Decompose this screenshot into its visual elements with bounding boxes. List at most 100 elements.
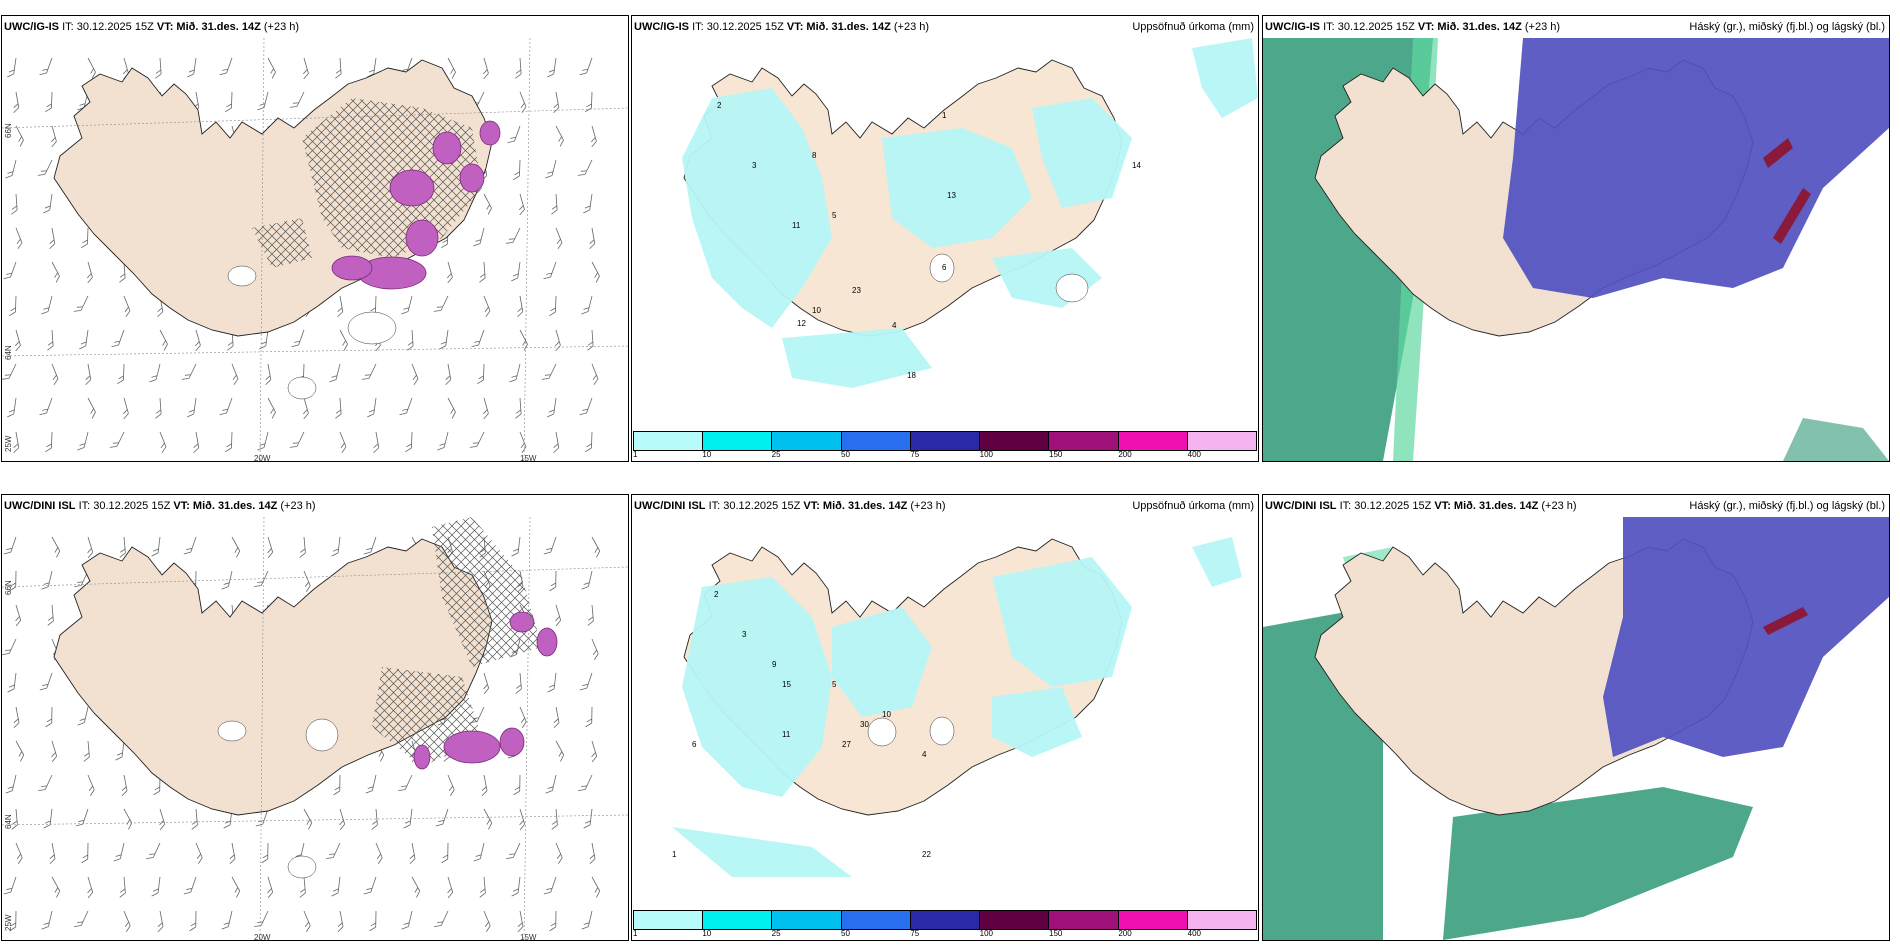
colorbar-tick-label: 75 — [910, 929, 920, 938]
lon-label-15w: 15W — [520, 454, 537, 462]
lon-label-15w: 15W — [520, 933, 537, 941]
precip-label: 5 — [832, 211, 837, 220]
lat-label-64n: 64N — [4, 345, 13, 360]
map-panel-precip-igis: UWC/IG-IS IT: 30.12.2025 15Z VT: Mið. 31… — [631, 15, 1259, 462]
colorbar-tick-label: 150 — [1049, 450, 1063, 459]
graticule — [2, 38, 628, 461]
panel-subtitle: Háský (gr.), miðský (fj.bl.) og lágský (… — [1689, 500, 1885, 512]
valid-label: VT: — [173, 500, 190, 512]
colorbar-swatch — [772, 432, 842, 450]
deep-red-streaks — [1763, 138, 1811, 244]
valid-time: Mið. 31.des. 14Z — [176, 21, 261, 33]
valid-time: Mið. 31.des. 14Z — [1453, 500, 1539, 512]
model-name: UWC/IG-IS — [634, 21, 689, 33]
lead-time: (+23 h) — [1524, 21, 1561, 33]
precip-label: 11 — [792, 221, 801, 230]
precip-label: 2 — [714, 590, 719, 599]
colorbar-tick-label: 1 — [633, 450, 638, 459]
lead-time: (+23 h) — [1541, 500, 1577, 512]
init-time: IT: 30.12.2025 15Z — [78, 500, 171, 512]
model-name: UWC/IG-IS — [1265, 21, 1320, 33]
colorbar-swatches — [633, 910, 1257, 930]
heavy-precip-magenta — [413, 611, 558, 770]
valid-label: VT: — [803, 500, 820, 512]
colorbar-tick-label: 1 — [633, 929, 638, 938]
white-gaps — [867, 716, 955, 747]
deep-red-streaks — [1763, 607, 1808, 635]
lead-time: (+23 h) — [263, 21, 300, 33]
colorbar-tick-label: 25 — [771, 929, 781, 938]
init-time: IT: 30.12.2025 15Z — [692, 21, 784, 33]
precip-label: 5 — [832, 680, 837, 689]
precip-area — [682, 38, 1258, 388]
graticule — [2, 517, 628, 940]
map-panel-wind-dini: UWC/DINI ISL IT: 30.12.2025 15Z VT: Mið.… — [1, 494, 629, 941]
precip-colorbar: 1 10 25 50 75 100 150 200 400 — [632, 910, 1258, 940]
map-panel-clouds-dini: UWC/DINI ISL IT: 30.12.2025 15Z VT: Mið.… — [1262, 494, 1890, 941]
colorbar-tick-label: 50 — [841, 450, 850, 459]
colorbar-tick-label: 25 — [771, 450, 781, 459]
colorbar-swatch — [1049, 432, 1119, 450]
lead-time: (+23 h) — [910, 500, 946, 512]
precip-label: 30 — [860, 720, 869, 729]
colorbar-swatch — [1118, 432, 1188, 450]
panel-subtitle: Uppsöfnuð úrkoma (mm) — [1132, 500, 1254, 512]
cloud-map — [1263, 38, 1889, 461]
panel-header: UWC/IG-IS IT: 30.12.2025 15Z VT: Mið. 31… — [1263, 16, 1889, 38]
precip-label: 1 — [672, 850, 677, 859]
colorbar-tick-label: 10 — [702, 929, 712, 938]
map-panel-wind-igis: UWC/IG-IS IT: 30.12.2025 15Z VT: Mið. 31… — [1, 15, 629, 462]
valid-time: Mið. 31.des. 14Z — [806, 21, 891, 33]
colorbar-swatch — [1049, 911, 1119, 929]
colorbar-swatch — [1187, 432, 1256, 450]
lead-time: (+23 h) — [893, 21, 930, 33]
panel-header: UWC/IG-IS IT: 30.12.2025 15Z VT: Mið. 31… — [2, 16, 628, 38]
precip-value-labels: 2 3 5 9 15 27 11 10 4 6 1 22 30 — [672, 590, 931, 859]
colorbar-swatch — [841, 911, 911, 929]
colorbar-swatch — [703, 911, 773, 929]
precip-colorbar: 1 10 25 50 75 100 150 200 400 — [632, 431, 1258, 461]
model-name: UWC/DINI ISL — [634, 500, 706, 512]
colorbar-swatch — [1118, 911, 1188, 929]
colorbar-tick-label: 200 — [1118, 450, 1132, 459]
colorbar-tick-label: 200 — [1118, 929, 1132, 938]
lat-label-64n: 64N — [4, 814, 13, 829]
colorbar-tick-label: 150 — [1049, 929, 1063, 938]
precip-label: 10 — [812, 306, 821, 315]
colorbar-swatch — [841, 432, 911, 450]
precip-label: 3 — [752, 161, 757, 170]
white-gaps — [929, 253, 1089, 303]
precip-label: 13 — [947, 191, 956, 200]
precip-label: 23 — [852, 286, 861, 295]
colorbar-tick-label: 10 — [702, 450, 712, 459]
precip-label: 9 — [772, 660, 777, 669]
precip-label: 11 — [782, 730, 791, 739]
precip-label: 12 — [797, 319, 806, 328]
valid-label: VT: — [786, 21, 804, 33]
valid-label: VT: — [1434, 500, 1451, 512]
colorbar-tick-label: 100 — [979, 929, 994, 938]
model-name: UWC/DINI ISL — [1265, 500, 1337, 512]
colorbar-swatch — [910, 911, 981, 929]
precip-label: 6 — [942, 263, 947, 272]
panel-subtitle: Háský (gr.), miðský (fj.bl.) og lágský (… — [1689, 21, 1885, 33]
precip-value-labels: 2 3 5 8 13 23 11 10 12 6 14 4 1 18 — [717, 101, 1141, 380]
high-cloud-south — [1443, 787, 1753, 940]
precip-label: 8 — [812, 151, 817, 160]
white-gaps — [217, 718, 339, 879]
mid-cloud-area — [1503, 38, 1889, 298]
precip-label: 3 — [742, 630, 747, 639]
lon-label-20w: 20W — [254, 933, 271, 941]
wind-map — [2, 517, 628, 940]
model-name: UWC/IG-IS — [4, 21, 59, 33]
colorbar-swatch — [980, 432, 1050, 450]
colorbar-swatch — [634, 432, 704, 450]
precip-label: 14 — [1132, 161, 1141, 170]
colorbar-ticks: 1 10 25 50 75 100 150 200 400 — [633, 929, 1257, 939]
precip-map: 2 3 5 9 15 27 11 10 4 6 1 22 30 — [632, 517, 1258, 912]
panel-header: UWC/DINI ISL IT: 30.12.2025 15Z VT: Mið.… — [1263, 495, 1889, 517]
precip-label: 18 — [907, 371, 916, 380]
map-panel-precip-dini: UWC/DINI ISL IT: 30.12.2025 15Z VT: Mið.… — [631, 494, 1259, 941]
lon-label-20w: 20W — [254, 454, 271, 462]
lat-label-corner: 25W — [4, 435, 13, 452]
